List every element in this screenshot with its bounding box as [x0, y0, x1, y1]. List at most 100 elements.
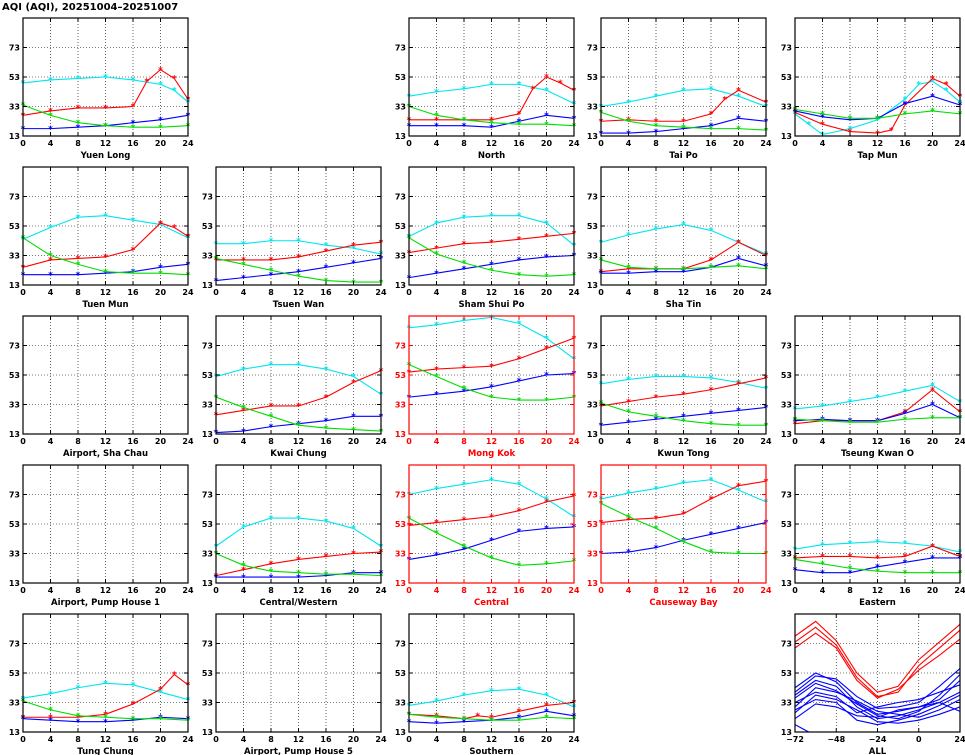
data-point-green: *	[296, 569, 301, 579]
data-point-green: *	[462, 384, 467, 394]
data-point-blue: *	[462, 718, 467, 728]
data-point-green: *	[517, 716, 522, 726]
x-tick-label: 0	[792, 586, 798, 595]
data-point-cyan: *	[875, 538, 880, 548]
y-tick-label: 53	[395, 520, 406, 529]
data-point-green: *	[434, 250, 439, 260]
series-line-blue	[794, 687, 961, 718]
data-point-red: *	[462, 240, 467, 250]
series-line-cyan	[794, 384, 961, 410]
y-tick-label: 13	[395, 579, 406, 588]
x-tick-label: 0	[598, 139, 604, 148]
panel-tai-po: *****************************04812162024…	[587, 17, 772, 161]
station-label: North	[478, 151, 505, 161]
y-tick-label: 33	[9, 699, 20, 708]
data-point-red: *	[131, 246, 136, 256]
x-tick-label: 8	[268, 437, 274, 446]
data-point-cyan: *	[626, 98, 631, 108]
data-point-red: *	[48, 107, 53, 117]
x-tick-label: 8	[75, 586, 81, 595]
x-tick-label: 20	[541, 139, 553, 148]
x-tick-label: 12	[678, 437, 689, 446]
data-point-red: *	[903, 101, 908, 111]
data-point-cyan: *	[296, 361, 301, 371]
x-tick-label: 12	[678, 139, 689, 148]
y-tick-label: 33	[395, 252, 406, 261]
x-tick-label: 0	[792, 437, 798, 446]
y-tick-label: 33	[9, 550, 20, 559]
data-point-red: *	[296, 253, 301, 263]
data-point-green: *	[489, 119, 494, 129]
data-point-green: *	[626, 264, 631, 274]
data-point-green: *	[489, 266, 494, 276]
data-point-blue: *	[296, 268, 301, 278]
x-tick-label: 24	[182, 288, 194, 297]
y-tick-label: 13	[202, 281, 213, 290]
x-tick-label: 0	[20, 735, 26, 744]
station-label: Tap Mun	[857, 151, 897, 161]
data-point-green: *	[76, 119, 81, 129]
y-tick-label: 73	[202, 491, 213, 500]
data-point-red: *	[820, 120, 825, 130]
data-point-cyan: *	[681, 221, 686, 231]
data-point-cyan: *	[76, 213, 81, 223]
data-point-cyan: *	[820, 541, 825, 551]
series-line-blue	[794, 668, 961, 709]
x-tick-label: 20	[927, 586, 939, 595]
panel-kwun-tong: ****************************048121620241…	[587, 315, 772, 459]
data-point-red: *	[434, 116, 439, 126]
data-point-green: *	[462, 116, 467, 126]
series-line-cyan	[600, 88, 767, 108]
data-point-green: *	[489, 716, 494, 726]
panel-grid: * * * * * * * * * * * * * * * * * * * * * * * * * * * * * * * 0 4 8 12 16 20…	[9, 17, 965, 755]
x-tick-label: 12	[293, 288, 304, 297]
data-point-blue: *	[296, 573, 301, 583]
data-point-green: *	[434, 373, 439, 383]
data-point-blue: *	[48, 125, 53, 135]
panel-central: ** * * **** * * ***** **** * ****** * *0 4 8 12 16 20 241…	[395, 464, 580, 608]
data-point-blue: *	[654, 415, 659, 425]
data-point-red: *	[681, 117, 686, 127]
series-line-blue	[409, 114, 575, 128]
data-point-red: *	[544, 702, 549, 712]
y-tick-label: 73	[781, 44, 792, 53]
data-point-red: *	[489, 116, 494, 126]
x-tick-label: 24	[568, 735, 580, 744]
data-point-blue: *	[434, 269, 439, 279]
data-point-red: *	[489, 713, 494, 723]
data-point-cyan: *	[462, 213, 467, 223]
data-point-red: *	[875, 554, 880, 564]
x-tick-label: 20	[155, 437, 167, 446]
data-point-red: *	[517, 110, 522, 120]
data-point-cyan: *	[544, 334, 549, 344]
x-tick-label: 12	[486, 735, 497, 744]
data-point-blue: *	[76, 123, 81, 133]
data-point-red: *	[820, 417, 825, 427]
data-point-green: *	[269, 413, 274, 423]
y-tick-label: 73	[781, 342, 792, 351]
y-tick-label: 33	[202, 699, 213, 708]
x-tick-label: 8	[268, 288, 274, 297]
station-label: Kwun Tong	[657, 449, 709, 459]
data-point-blue: *	[517, 256, 522, 266]
x-tick-label: 12	[100, 735, 111, 744]
panel-southern: * ** * **** * * * *** ** * * * ** ** * * * * * *0 4 8 12 16 20 24…	[395, 613, 580, 755]
y-tick-label: 33	[781, 550, 792, 559]
data-point-blue: *	[48, 271, 53, 281]
panel-central-western: ****************************048121620241…	[202, 464, 387, 608]
panel-airport-pump-house-1: 0 4 8 12 16 20 24 13 33 53 73 Airport, Pump House 1	[9, 464, 194, 608]
data-point-red: *	[530, 85, 535, 95]
data-point-green: *	[654, 122, 659, 132]
series-line-green	[22, 104, 189, 128]
panel-north: * * * * **** * * ******* * * *** *** * * * * *0 4 8 12 16 20 2…	[395, 17, 580, 161]
data-point-green: *	[48, 252, 53, 262]
x-tick-label: 8	[268, 735, 274, 744]
data-point-cyan: *	[434, 219, 439, 229]
data-point-cyan: *	[930, 78, 935, 88]
panel-tseung-kwan-o: * * * ***** * * ***** * * ***** * * * * * *0 4 8 12 16 20 241…	[781, 315, 965, 459]
x-tick-label: 16	[127, 586, 139, 595]
data-point-blue: *	[736, 115, 741, 125]
series-line-cyan	[408, 83, 575, 105]
data-point-blue: *	[269, 573, 274, 583]
y-tick-label: 33	[781, 401, 792, 410]
